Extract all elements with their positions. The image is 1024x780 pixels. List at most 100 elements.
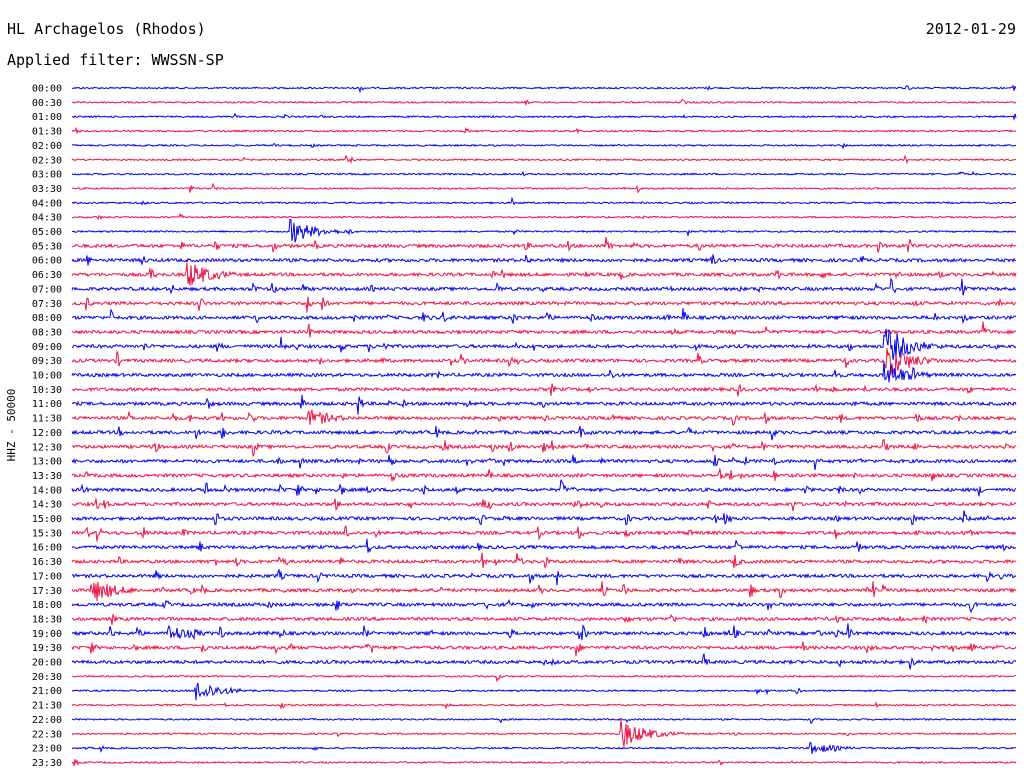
row-label: 21:30 bbox=[32, 701, 62, 712]
trace-line bbox=[71, 394, 1017, 415]
trace-line bbox=[71, 212, 1017, 221]
trace-line bbox=[71, 308, 1017, 325]
trace-line bbox=[71, 682, 1017, 701]
row-label: 00:00 bbox=[32, 84, 62, 95]
row-label: 20:30 bbox=[32, 672, 62, 683]
trace-line bbox=[71, 641, 1017, 657]
trace-line bbox=[71, 196, 1017, 206]
trace-line bbox=[71, 112, 1017, 121]
row-label: 20:00 bbox=[32, 658, 62, 669]
row-label: 17:30 bbox=[32, 586, 62, 597]
row-label: 06:30 bbox=[32, 270, 62, 281]
row-label: 18:30 bbox=[32, 614, 62, 625]
trace-line bbox=[71, 717, 1017, 725]
trace-line bbox=[71, 524, 1017, 542]
row-label: 05:30 bbox=[32, 241, 62, 252]
trace-line bbox=[71, 277, 1017, 296]
row-label: 14:30 bbox=[32, 500, 62, 511]
trace-line bbox=[71, 479, 1017, 497]
row-label: 19:00 bbox=[32, 629, 62, 640]
trace-line bbox=[71, 701, 1017, 710]
row-label: 05:00 bbox=[32, 227, 62, 238]
trace-line bbox=[71, 718, 1017, 747]
row-label: 19:30 bbox=[32, 643, 62, 654]
trace-line bbox=[71, 409, 1017, 427]
trace-line bbox=[71, 142, 1017, 150]
trace-line bbox=[71, 98, 1017, 107]
row-label: 07:30 bbox=[32, 299, 62, 310]
trace-line bbox=[71, 613, 1017, 625]
trace-line bbox=[71, 468, 1017, 482]
row-label: 23:00 bbox=[32, 744, 62, 755]
row-label: 08:00 bbox=[32, 313, 62, 324]
row-label: 13:30 bbox=[32, 471, 62, 482]
row-label: 09:30 bbox=[32, 356, 62, 367]
trace-line bbox=[71, 126, 1017, 135]
row-label: 11:00 bbox=[32, 399, 62, 410]
row-label: 13:00 bbox=[32, 457, 62, 468]
row-label: 01:00 bbox=[32, 112, 62, 123]
row-label: 12:30 bbox=[32, 442, 62, 453]
trace-line bbox=[71, 538, 1017, 553]
row-label: 14:00 bbox=[32, 485, 62, 496]
row-label: 16:30 bbox=[32, 557, 62, 568]
row-label: 06:00 bbox=[32, 256, 62, 267]
row-label: 11:30 bbox=[32, 414, 62, 425]
row-label: 15:00 bbox=[32, 514, 62, 525]
row-label: 00:30 bbox=[32, 98, 62, 109]
y-axis-label: HHZ - 50000 bbox=[5, 389, 18, 462]
row-label: 03:30 bbox=[32, 184, 62, 195]
trace-line bbox=[71, 741, 1017, 755]
trace-line bbox=[71, 321, 1017, 338]
trace-line bbox=[71, 552, 1017, 569]
trace-line bbox=[71, 758, 1017, 767]
row-label: 03:00 bbox=[32, 170, 62, 181]
trace-line bbox=[71, 296, 1017, 313]
trace-line bbox=[71, 262, 1017, 286]
trace-line bbox=[71, 236, 1017, 253]
trace-line bbox=[71, 182, 1017, 194]
row-label: 04:00 bbox=[32, 198, 62, 209]
date-label: 2012-01-29 bbox=[925, 20, 1016, 38]
trace-line bbox=[71, 254, 1017, 267]
row-label: 15:30 bbox=[32, 528, 62, 539]
trace-line bbox=[71, 498, 1017, 512]
trace-line bbox=[71, 218, 1017, 243]
trace-line bbox=[71, 383, 1017, 397]
filter-label: Applied filter: WWSSN-SP bbox=[7, 51, 224, 69]
trace-line bbox=[71, 454, 1017, 471]
row-label: 18:00 bbox=[32, 600, 62, 611]
row-label: 23:30 bbox=[32, 758, 62, 769]
trace-line bbox=[71, 674, 1016, 683]
row-label: 02:00 bbox=[32, 141, 62, 152]
trace-line bbox=[71, 328, 1017, 360]
row-label: 02:30 bbox=[32, 155, 62, 166]
trace-line bbox=[71, 170, 1017, 177]
trace-line bbox=[71, 348, 1017, 376]
trace-line bbox=[71, 598, 1017, 614]
row-label: 12:00 bbox=[32, 428, 62, 439]
trace-line bbox=[71, 569, 1017, 586]
row-label: 09:00 bbox=[32, 342, 62, 353]
row-label: 10:30 bbox=[32, 385, 62, 396]
trace-line bbox=[71, 361, 1017, 383]
trace-line bbox=[71, 653, 1017, 670]
row-label: 01:30 bbox=[32, 127, 62, 138]
row-label: 08:30 bbox=[32, 327, 62, 338]
trace-line bbox=[71, 84, 1017, 94]
station-title: HL Archagelos (Rhodos) bbox=[7, 20, 206, 38]
row-label: 22:30 bbox=[32, 729, 62, 740]
row-label: 10:00 bbox=[32, 371, 62, 382]
row-label: 16:00 bbox=[32, 543, 62, 554]
trace-line bbox=[71, 623, 1017, 641]
trace-line bbox=[71, 425, 1017, 441]
row-label: 17:00 bbox=[32, 571, 62, 582]
row-label: 22:00 bbox=[32, 715, 62, 726]
row-label: 07:00 bbox=[32, 284, 62, 295]
trace-line bbox=[71, 154, 1017, 165]
trace-line bbox=[71, 439, 1017, 458]
row-label: 21:00 bbox=[32, 686, 62, 697]
row-label: 04:30 bbox=[32, 213, 62, 224]
trace-line bbox=[71, 581, 1017, 602]
